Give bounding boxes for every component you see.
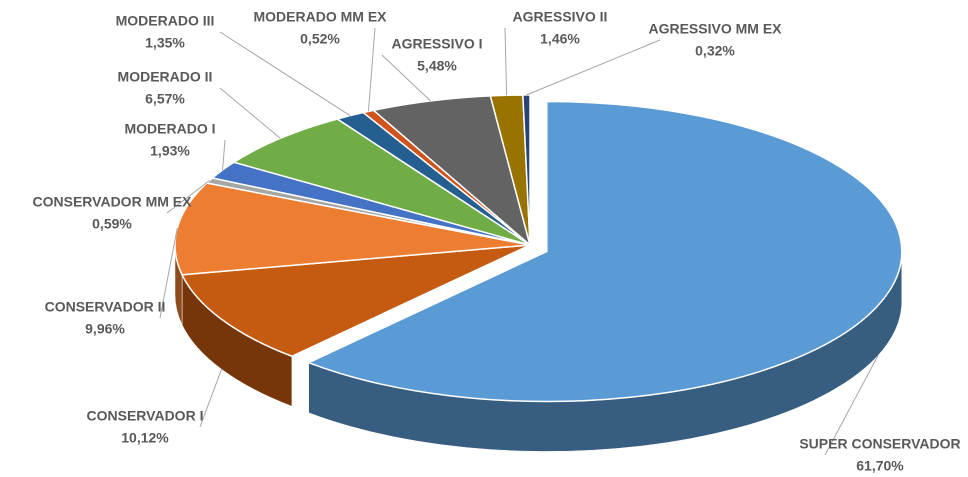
slice-value-label: 6,57% — [145, 91, 185, 107]
slice-label: AGRESSIVO MM EX — [648, 21, 782, 37]
leader-line — [159, 227, 178, 319]
leader-line — [367, 27, 376, 112]
slice-value-label: 1,35% — [145, 35, 185, 51]
slice-label: MODERADO I — [125, 121, 216, 137]
slice — [306, 100, 903, 403]
slice-value-label: 1,46% — [540, 31, 580, 47]
slice — [174, 182, 531, 276]
slice-value-label: 9,96% — [85, 321, 125, 337]
leader-line — [199, 369, 222, 428]
slice — [180, 244, 531, 358]
leader-line — [824, 355, 879, 456]
leader-line — [219, 87, 281, 139]
slice-label: CONSERVADOR II — [45, 299, 166, 315]
slice-label: CONSERVADOR MM EX — [33, 194, 193, 210]
leader-line — [526, 39, 661, 96]
slice-value-label: 10,12% — [121, 430, 169, 446]
slice-value-label: 0,59% — [92, 216, 132, 232]
slice-label: MODERADO III — [116, 13, 215, 29]
slice-label: CONSERVADOR I — [87, 408, 204, 424]
leader-line — [219, 31, 351, 117]
slice-label: MODERADO MM EX — [254, 9, 388, 25]
leader-line — [222, 139, 226, 171]
slice — [232, 118, 531, 246]
leader-line — [166, 180, 210, 214]
slice-value-label: 0,52% — [300, 31, 340, 47]
slice-label: MODERADO II — [118, 69, 213, 85]
slice-value-label: 1,93% — [150, 143, 190, 159]
leader-line — [504, 27, 508, 96]
slice-value-label: 61,70% — [856, 458, 904, 474]
slice-value-label: 0,32% — [695, 43, 735, 59]
slice-label: AGRESSIVO I — [391, 36, 482, 52]
slice-label: SUPER CONSERVADOR — [799, 436, 960, 452]
leader-line — [381, 54, 431, 102]
slice-value-label: 5,48% — [417, 58, 457, 74]
slice-label: AGRESSIVO II — [513, 9, 608, 25]
